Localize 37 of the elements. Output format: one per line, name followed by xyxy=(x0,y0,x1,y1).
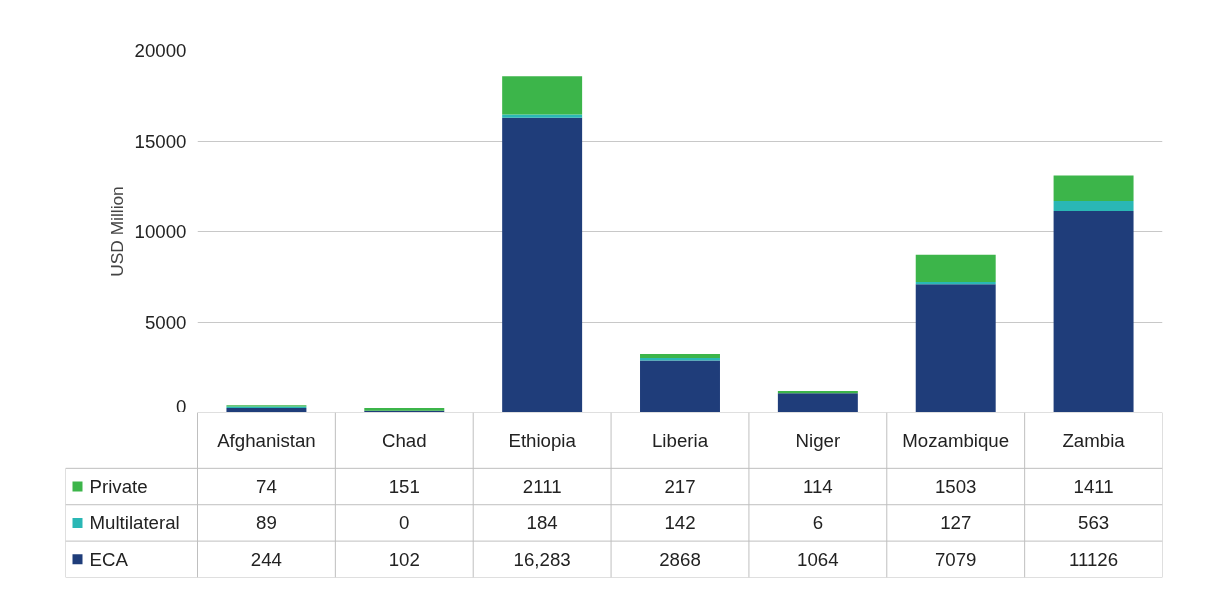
data-label: 2868 xyxy=(659,548,701,570)
legend-label: Private xyxy=(89,476,148,498)
x-tick-label: Zambia xyxy=(1062,429,1126,451)
y-tick-label: 0 xyxy=(176,395,187,417)
data-label: 244 xyxy=(250,548,283,570)
data-label: 184 xyxy=(526,512,558,534)
data-label: 74 xyxy=(256,476,277,498)
x-tick-label: Chad xyxy=(381,429,427,451)
data-label: 7079 xyxy=(934,548,977,570)
data-label: 151 xyxy=(388,476,420,498)
data-label: 102 xyxy=(388,548,420,570)
data-label: 114 xyxy=(802,476,833,498)
y-tick-label: 20000 xyxy=(134,40,187,61)
y-axis-title: USD Million xyxy=(106,186,127,277)
x-tick-label: Mozambique xyxy=(902,429,1010,451)
x-tick-label: Niger xyxy=(795,429,841,451)
x-tick-label: Ethiopia xyxy=(508,429,577,451)
data-label: 142 xyxy=(664,512,696,534)
y-tick-label: 5000 xyxy=(145,311,187,333)
data-label: 2111 xyxy=(522,476,562,498)
data-label: 1064 xyxy=(797,548,839,570)
y-tick-label: 15000 xyxy=(134,130,187,152)
data-label: 0 xyxy=(399,512,410,534)
data-label: 16,283 xyxy=(513,548,571,570)
data-label: 89 xyxy=(256,512,277,534)
x-tick-label: Afghanistan xyxy=(217,429,316,451)
data-label: 6 xyxy=(812,512,824,534)
data-label: 563 xyxy=(1078,512,1110,534)
legend-label: Multilateral xyxy=(89,512,180,534)
y-tick-label: 10000 xyxy=(134,221,187,242)
legend-label: ECA xyxy=(89,548,129,570)
data-label: 127 xyxy=(940,512,972,534)
data-label: 1503 xyxy=(934,476,977,498)
data-label: 217 xyxy=(664,476,696,498)
data-label: 11126 xyxy=(1069,548,1119,570)
x-tick-label: Liberia xyxy=(652,429,709,451)
data-label: 1411 xyxy=(1073,476,1114,498)
